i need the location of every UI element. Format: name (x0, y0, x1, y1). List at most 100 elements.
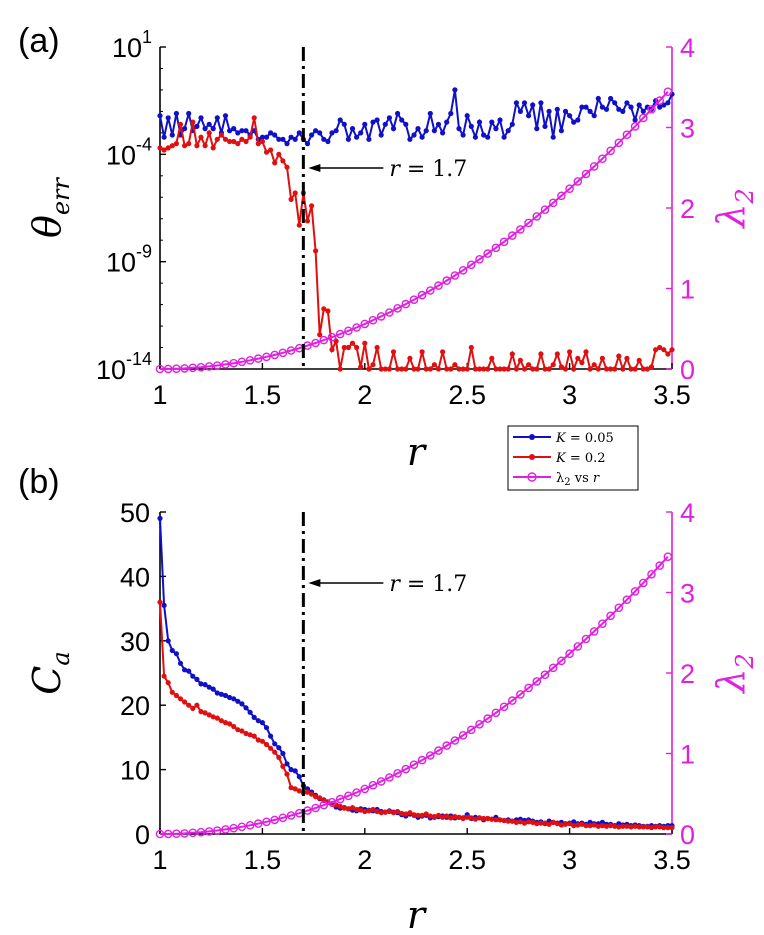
data-point (665, 100, 671, 106)
data-point (237, 822, 247, 832)
data-point (278, 813, 288, 823)
data-point (665, 825, 671, 831)
data-point (415, 126, 421, 132)
data-point (583, 823, 589, 829)
data-point (663, 552, 673, 562)
data-point (325, 138, 331, 145)
data-point (370, 119, 376, 125)
data-point (636, 102, 642, 108)
data-point (296, 222, 302, 228)
data-point (366, 808, 372, 814)
legend: K = 0.05K = 0.2λ2 vs r (507, 425, 639, 491)
data-point (657, 104, 663, 110)
data-point (583, 104, 589, 110)
y2-tick-label: 1 (680, 740, 695, 770)
y-tick-label: 50 (120, 498, 150, 528)
data-point (661, 347, 667, 353)
data-point (567, 821, 573, 827)
data-point (354, 134, 360, 140)
data-point (173, 110, 179, 117)
data-point (206, 130, 212, 136)
data-point (411, 812, 417, 818)
data-point (284, 164, 290, 170)
data-point (489, 119, 495, 125)
data-point (263, 741, 270, 748)
data-point (214, 136, 220, 142)
y2-tick-label: 1 (680, 275, 695, 305)
data-point (239, 701, 245, 707)
data-point (591, 362, 597, 368)
data-point (194, 676, 200, 683)
y2-axis-title-base: λ (709, 204, 753, 230)
data-point (368, 315, 378, 325)
data-point (599, 355, 606, 361)
y-tick-label: 0 (135, 820, 150, 850)
data-point (540, 670, 550, 680)
data-point (624, 100, 630, 106)
annotation-var: r (389, 572, 401, 597)
data-point (620, 366, 626, 372)
data-point (550, 134, 556, 140)
data-point (284, 761, 290, 767)
data-point (448, 366, 454, 372)
data-point (466, 725, 476, 735)
data-point (622, 595, 632, 605)
data-point (251, 115, 257, 121)
data-point (507, 696, 517, 705)
data-point (378, 132, 384, 138)
data-point (644, 366, 651, 372)
data-point (360, 319, 370, 329)
data-point (483, 249, 493, 258)
data-point (268, 745, 274, 751)
data-point (186, 141, 192, 147)
data-point (393, 769, 402, 778)
data-point (411, 132, 417, 138)
data-point (190, 705, 196, 712)
data-point (540, 205, 550, 214)
data-point (349, 340, 356, 346)
data-point (155, 829, 165, 839)
data-point (313, 128, 319, 134)
data-point (374, 808, 380, 815)
data-point (464, 814, 470, 820)
data-point (214, 115, 220, 121)
data-point (669, 825, 675, 831)
data-point (335, 329, 345, 339)
data-point (587, 108, 593, 114)
data-point (395, 808, 401, 815)
data-point (341, 344, 347, 351)
data-point (358, 364, 364, 370)
data-point (485, 815, 491, 822)
data-point (262, 817, 271, 827)
data-point (493, 126, 499, 132)
data-point (534, 821, 540, 827)
data-point (157, 145, 163, 151)
data-point (188, 828, 198, 838)
data-point (403, 121, 409, 127)
y-tick-label: 20 (120, 691, 150, 721)
data-point (172, 364, 181, 374)
y-tick-exponent: -4 (136, 134, 152, 154)
data-point (612, 823, 618, 829)
data-point (304, 141, 311, 147)
x-axis-title: r (407, 430, 428, 474)
data-point (440, 349, 446, 355)
data-point (558, 364, 565, 370)
y-tick-label: 30 (120, 627, 150, 657)
data-point (460, 366, 466, 372)
data-point (327, 332, 337, 342)
data-point (202, 682, 208, 688)
data-point (352, 323, 361, 332)
data-point (589, 162, 599, 171)
data-point (464, 366, 470, 372)
data-point (431, 128, 437, 134)
data-point (663, 87, 673, 96)
data-point (161, 673, 167, 679)
data-point (624, 355, 630, 361)
data-point (243, 730, 249, 737)
x-tick-label: 1.5 (244, 380, 282, 410)
data-point (612, 366, 618, 372)
y-tick-base: 10 (96, 355, 126, 385)
data-point (255, 718, 261, 724)
data-point (385, 773, 394, 782)
